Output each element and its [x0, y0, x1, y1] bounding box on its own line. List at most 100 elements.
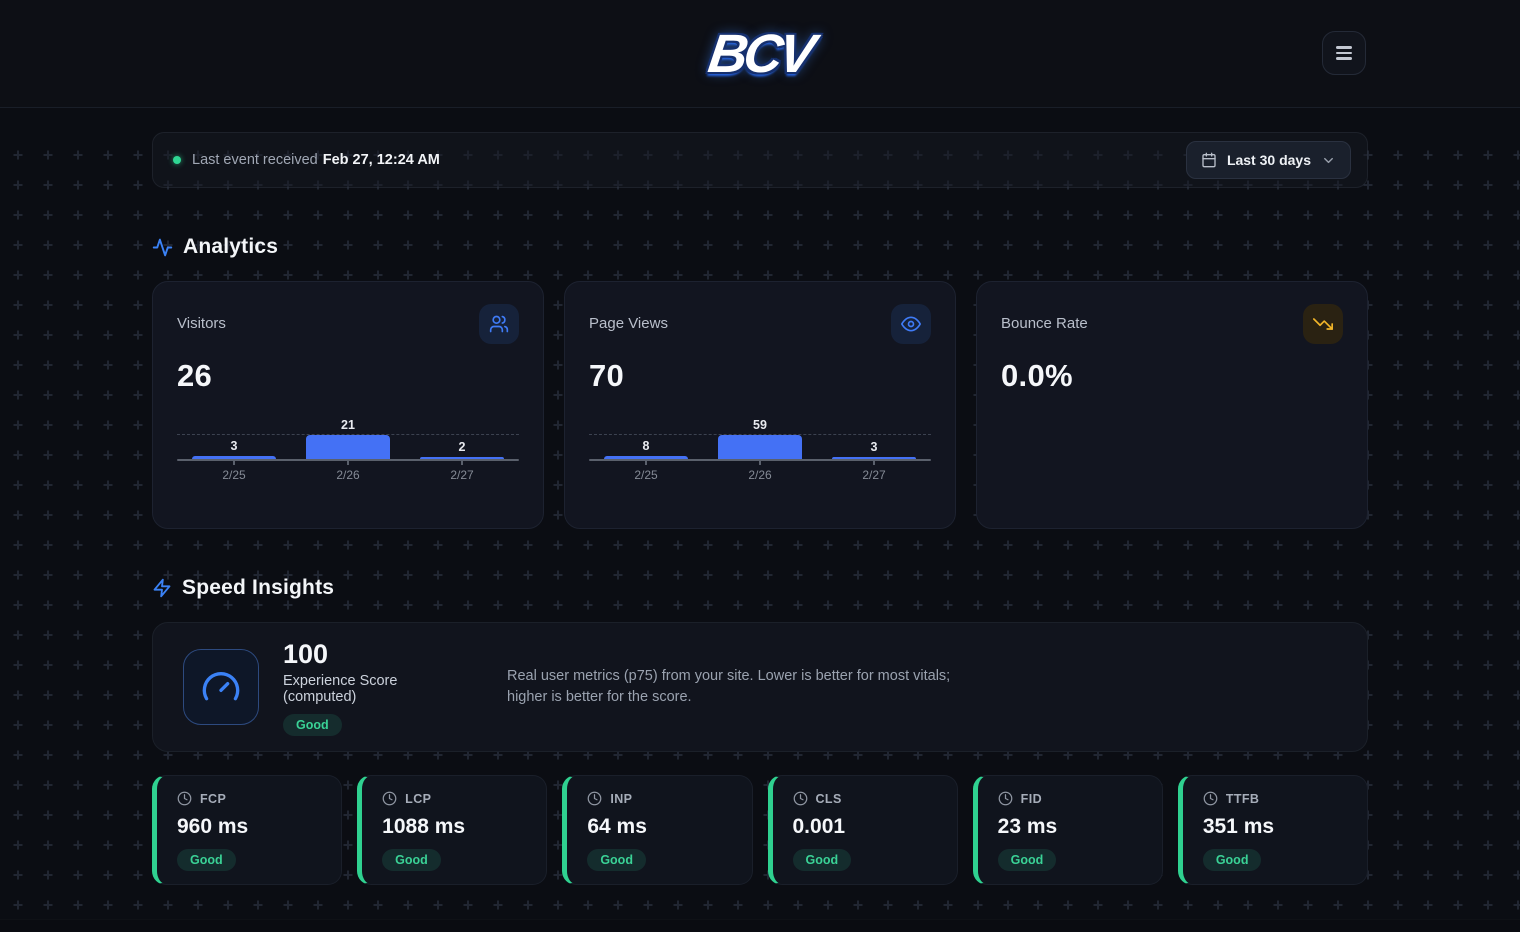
bar-slot: 8: [589, 439, 703, 459]
clock-icon: [587, 791, 602, 806]
speed-insights-section-title: Speed Insights: [182, 576, 335, 599]
metric-name: INP: [610, 791, 633, 806]
metric-value: 1088 ms: [382, 815, 466, 838]
hamburger-menu-button[interactable]: [1322, 31, 1366, 75]
category-label: 2/27: [862, 468, 886, 482]
main-content: Last event received Feb 27, 12:24 AM Last…: [0, 132, 1520, 932]
analytics-section-header: Analytics: [152, 234, 1368, 260]
max-value-gridline: [589, 434, 931, 435]
metric-status-badge: Good: [792, 849, 852, 871]
last-event-text: Last event received Feb 27, 12:24 AM: [192, 152, 440, 168]
app-header: BCV: [0, 0, 1520, 108]
category-slot: 2/25: [589, 461, 703, 482]
live-status-dot: [173, 156, 181, 164]
bcv-logo: BCV: [704, 23, 816, 84]
bar-slot: 2: [405, 440, 519, 459]
page-views-card-title: Page Views: [589, 315, 668, 332]
metric-name: TTFB: [1225, 791, 1260, 806]
bar-value-label: 59: [753, 418, 767, 432]
last-event-timestamp: Feb 27, 12:24 AM: [322, 152, 440, 168]
calendar-icon: [1202, 152, 1216, 168]
experience-score-badge: Good: [283, 713, 342, 736]
bar-value-label: 3: [230, 439, 238, 453]
clock-icon: [998, 791, 1013, 806]
analytics-cards-row: Visitors 26 3 21 2 2/25 2/26 2/27 Page Views …: [152, 281, 1368, 529]
experience-score-description: Real user metrics (p75) from your site. …: [507, 667, 951, 705]
metric-card-fid: FID 23 ms Good: [972, 775, 1163, 885]
metric-name: FCP: [200, 791, 227, 806]
activity-icon: [152, 238, 173, 256]
metric-status-badge: Good: [382, 849, 441, 871]
axis-tick: [645, 461, 647, 465]
metric-status-badge: Good: [177, 849, 236, 871]
bar-value-label: 21: [341, 418, 355, 432]
metric-status-badge: Good: [1202, 849, 1262, 871]
category-label: 2/27: [450, 468, 474, 482]
gauge-icon: [183, 649, 259, 725]
bounce-rate-value: 0.0%: [1001, 358, 1073, 393]
bar-slot: 59: [703, 418, 817, 459]
axis-tick: [873, 461, 875, 465]
bounce-rate-card: Bounce Rate 0.0%: [976, 281, 1368, 529]
date-range-selector[interactable]: Last 30 days: [1185, 141, 1351, 179]
metric-value: 351 ms: [1202, 815, 1275, 838]
page-views-card: Page Views 70 8 59 3 2/25 2/26 2/27: [564, 281, 956, 529]
max-value-gridline: [177, 434, 519, 435]
chart-plot-area: 3 21 2: [177, 413, 519, 459]
metric-card-inp: INP 64 ms Good: [562, 775, 753, 885]
page-views-value: 70: [589, 358, 625, 393]
category-slot: 2/27: [817, 461, 931, 482]
bars-group: 8 59 3: [589, 413, 931, 459]
visitors-bar-chart: 3 21 2 2/25 2/26 2/27: [177, 413, 519, 482]
bar: [306, 435, 390, 459]
footer-strip: [0, 919, 1520, 932]
category-slot: 2/27: [405, 461, 519, 482]
bar: [604, 456, 688, 459]
metric-value: 0.001: [792, 815, 846, 838]
x-axis-labels: 2/25 2/26 2/27: [177, 461, 519, 482]
metric-value: 960 ms: [177, 815, 249, 838]
date-range-label: Last 30 days: [1226, 152, 1311, 168]
metric-name: CLS: [815, 791, 842, 806]
metric-card-fcp: FCP 960 ms Good: [152, 775, 343, 885]
visitors-card-title: Visitors: [177, 315, 226, 332]
bounce-rate-card-title: Bounce Rate: [1001, 315, 1088, 332]
category-slot: 2/26: [291, 461, 405, 482]
bar: [832, 457, 916, 459]
trending-down-icon: [1303, 304, 1343, 344]
experience-score-card: 100 Experience Score (computed) Good Rea…: [152, 622, 1368, 752]
axis-tick: [347, 461, 349, 465]
metric-value: 64 ms: [587, 815, 647, 838]
x-axis-line: [589, 459, 931, 461]
metric-card-ttfb: TTFB 351 ms Good: [1177, 775, 1368, 885]
metric-status-badge: Good: [587, 849, 646, 871]
bar-value-label: 8: [642, 439, 650, 453]
bars-group: 3 21 2: [177, 413, 519, 459]
bar-slot: 21: [291, 418, 405, 459]
category-label: 2/26: [748, 468, 772, 482]
page-views-bar-chart: 8 59 3 2/25 2/26 2/27: [589, 413, 931, 482]
axis-tick: [233, 461, 235, 465]
chart-plot-area: 8 59 3: [589, 413, 931, 459]
category-label: 2/25: [222, 468, 246, 482]
clock-icon: [382, 791, 397, 806]
hamburger-menu-icon: [1336, 46, 1352, 49]
x-axis-line: [177, 459, 519, 461]
metric-card-lcp: LCP 1088 ms Good: [357, 775, 548, 885]
category-slot: 2/25: [177, 461, 291, 482]
bar: [718, 435, 802, 459]
category-slot: 2/26: [703, 461, 817, 482]
metric-value: 23 ms: [997, 815, 1058, 838]
eye-icon: [891, 304, 931, 344]
users-icon: [479, 304, 519, 344]
bar-slot: 3: [817, 440, 931, 459]
speed-insights-section-header: Speed Insights: [152, 575, 1368, 601]
bar: [192, 456, 276, 459]
visitors-card: Visitors 26 3 21 2 2/25 2/26 2/27: [152, 281, 544, 529]
status-bar: Last event received Feb 27, 12:24 AM Last…: [152, 132, 1368, 188]
metric-name: LCP: [405, 791, 432, 806]
clock-icon: [177, 791, 192, 806]
axis-tick: [461, 461, 463, 465]
category-label: 2/25: [634, 468, 658, 482]
experience-score-value: 100: [283, 638, 329, 669]
